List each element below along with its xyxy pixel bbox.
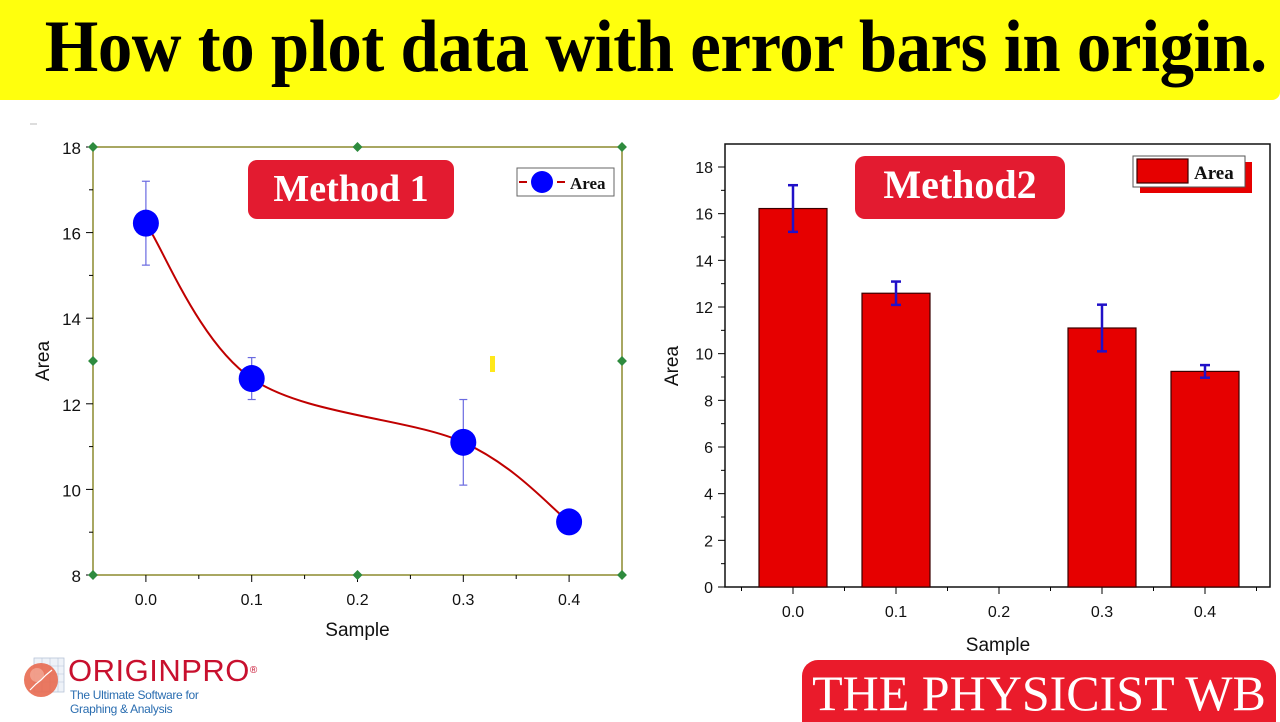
- y-tick-label: 2: [704, 533, 713, 550]
- chart-title-badge: [248, 160, 454, 219]
- originpro-logo: ORIGINPRO® The Ultimate Software for Gra…: [22, 650, 257, 720]
- y-tick-label: 8: [72, 567, 81, 586]
- chart-title: Method2: [883, 162, 1036, 207]
- plot-frame: [92, 146, 623, 576]
- origin-brand-name: ORIGINPRO®: [68, 653, 258, 688]
- legend-box: [516, 167, 615, 197]
- title-banner: How to plot data with error bars in orig…: [0, 0, 1280, 100]
- y-tick-label: 16: [695, 207, 713, 224]
- x-tick-label: 0.4: [558, 592, 580, 609]
- y-tick-label: 18: [695, 160, 713, 177]
- bar: [1170, 370, 1240, 588]
- selection-handle: [352, 142, 363, 152]
- selection-handle: [617, 570, 627, 580]
- y-tick-label: 10: [695, 347, 713, 364]
- channel-badge: THE PHYSICIST WB: [802, 660, 1276, 722]
- chart-title: Method 1: [273, 168, 428, 210]
- x-tick-label: 0.0: [135, 592, 157, 609]
- bar: [861, 292, 931, 588]
- origin-tagline: The Ultimate Software for Graphing & Ana…: [70, 688, 199, 716]
- y-tick-label: 4: [704, 487, 713, 504]
- bar: [758, 207, 828, 588]
- selection-handle: [88, 356, 98, 366]
- x-axis-label: Sample: [325, 620, 389, 641]
- data-point-marker: [238, 365, 265, 393]
- legend-label: Area: [570, 174, 606, 193]
- y-tick-label: 0: [704, 580, 713, 597]
- cursor-mark: [490, 356, 495, 372]
- y-tick-label: 10: [62, 481, 81, 500]
- legend-shadow: [1140, 162, 1252, 193]
- y-tick-label: 12: [695, 300, 713, 317]
- y-tick-label: 14: [695, 253, 713, 270]
- legend-label: Area: [1194, 163, 1234, 184]
- data-point-marker: [450, 428, 477, 456]
- y-tick-label: 8: [704, 393, 713, 410]
- y-tick-label: 16: [62, 225, 81, 244]
- data-point-marker: [132, 209, 159, 237]
- y-axis-label: Area: [662, 346, 683, 387]
- legend-marker-icon: [531, 171, 553, 193]
- banner-title: How to plot data with error bars in orig…: [44, 6, 1267, 88]
- x-tick-label: 0.1: [241, 592, 263, 609]
- legend-box: [1132, 155, 1246, 188]
- chart-title-badge: [855, 156, 1065, 219]
- x-tick-label: 0.2: [988, 604, 1010, 621]
- x-tick-label: 0.1: [885, 604, 907, 621]
- y-tick-label: 18: [62, 139, 81, 158]
- x-tick-label: 0.3: [1091, 604, 1113, 621]
- bar: [1067, 327, 1137, 588]
- y-tick-label: 6: [704, 440, 713, 457]
- y-axis-label: Area: [33, 341, 54, 382]
- selection-handle: [352, 570, 363, 580]
- series-line: [145, 222, 570, 523]
- y-tick-label: 12: [62, 396, 81, 415]
- x-tick-label: 0.3: [452, 592, 474, 609]
- y-tick-label: 14: [62, 310, 81, 329]
- x-tick-label: 0.0: [782, 604, 804, 621]
- channel-label: THE PHYSICIST WB: [812, 665, 1266, 721]
- selection-handle: [88, 570, 98, 580]
- origin-globe-icon: [24, 657, 65, 697]
- x-tick-label: 0.2: [346, 592, 368, 609]
- selection-handle: [88, 142, 98, 152]
- selection-handle: [617, 142, 627, 152]
- legend-swatch-icon: [1136, 158, 1189, 184]
- data-point-marker: [556, 508, 583, 536]
- x-axis-label: Sample: [966, 635, 1030, 656]
- x-tick-label: 0.4: [1194, 604, 1216, 621]
- plot-frame: [724, 143, 1271, 588]
- selection-handle: [617, 356, 627, 366]
